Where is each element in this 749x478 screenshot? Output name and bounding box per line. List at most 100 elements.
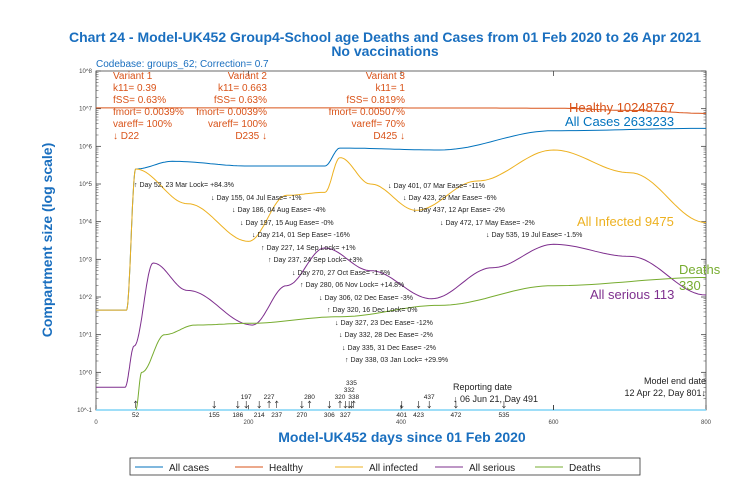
y-tick-label: 10^1 — [79, 333, 92, 339]
variant-3-line: D425 ↓ — [373, 131, 405, 142]
arrow-down-icon — [349, 405, 354, 409]
y-tick-label: 10^5 — [79, 182, 92, 188]
y-tick-label: 10^6 — [79, 144, 92, 150]
event-day-label: 214 — [254, 412, 265, 419]
event-day-label: 155 — [209, 412, 220, 419]
event-annotation: ↓ Day 186, 04 Aug Ease= -4% — [232, 207, 326, 214]
arrow-down-icon — [400, 405, 404, 409]
variant-1-line: k11= 0.39 — [113, 83, 157, 94]
variant-1-line: fSS= 0.63% — [113, 95, 166, 106]
x-tick-label: 0 — [94, 420, 98, 426]
reporting-date-value: ↓ 06 Jun 21, Day 491 — [453, 394, 538, 404]
y-tick-label: 10^8 — [79, 69, 92, 75]
event-day-label: 320 — [335, 394, 346, 401]
legend-label-all_serious: All serious — [469, 463, 515, 474]
event-annotation: ↓ Day 327, 23 Dec Ease= -12% — [335, 320, 433, 327]
legend: All cases Healthy All infected All serious D… — [129, 457, 641, 476]
event-day-label: 237 — [271, 412, 282, 419]
event-day-label: 327 — [340, 412, 351, 419]
arrow-down-icon — [236, 405, 240, 409]
event-annotation: ↑ Day 280, 06 Nov Lock= +14.8% — [300, 282, 404, 289]
series-line-deaths — [135, 277, 706, 411]
event-day-label: 472 — [450, 412, 461, 419]
event-annotation: ↑ Day 338, 03 Jan Lock= +29.9% — [345, 357, 448, 364]
end-label-healthy: Healthy 10248767 — [569, 100, 675, 115]
event-annotation: ↓ Day 306, 02 Dec Ease= -3% — [319, 295, 413, 302]
legend-label-all_cases: All cases — [169, 463, 209, 474]
variant-2-line: vareff= 100% — [208, 119, 267, 130]
arrow-up-icon — [267, 400, 271, 404]
event-annotation: ↓ Day 535, 19 Jul Ease= -1.5% — [486, 232, 582, 239]
x-tick-label: 400 — [396, 420, 407, 426]
arrow-up-icon — [274, 400, 279, 404]
arrow-down-icon — [300, 405, 304, 409]
arrow-up-icon — [307, 400, 312, 404]
event-day-label: 338 — [348, 394, 359, 401]
variant-2-line: k11= 0.663 — [218, 83, 267, 94]
arrow-down-icon — [416, 405, 421, 409]
event-annotation: ↓ Day 214, 01 Sep Ease= -16% — [252, 232, 350, 239]
series-line-all_serious — [96, 243, 707, 388]
arrow-down-icon — [212, 405, 216, 409]
end-label-all_infected: All Infected 9475 — [577, 214, 674, 229]
y-tick-label: 10^2 — [79, 295, 92, 301]
event-annotation: ↑ Day 237, 24 Sep Lock= +3% — [268, 257, 363, 264]
legend-label-deaths: Deaths — [569, 463, 601, 474]
y-tick-label: 10^7 — [79, 107, 92, 113]
arrow-up-icon — [133, 400, 138, 404]
arrow-down-icon — [502, 405, 506, 409]
y-tick-label: 10^4 — [79, 220, 92, 226]
y-axis-label: Compartment size (log scale) — [39, 143, 55, 338]
arrow-down-icon — [343, 405, 348, 409]
x-axis-label: Model-UK452 days since 01 Feb 2020 — [278, 429, 526, 445]
series-line-all_infected — [96, 149, 707, 311]
variant-1-line: ↓ D22 — [113, 131, 140, 142]
y-tick-label: 10^-1 — [77, 408, 92, 414]
event-annotation: ↓ Day 270, 27 Oct Ease= -1.5% — [292, 270, 390, 277]
variant-1-line: vareff= 100% — [113, 119, 172, 130]
event-day-label: 280 — [304, 394, 315, 401]
variant-2-line: D235 ↓ — [235, 131, 267, 142]
legend-box — [129, 457, 641, 476]
event-day-label: 197 — [241, 394, 252, 401]
model-end-date-label: Model end date — [644, 376, 706, 386]
variant-3-line: fmort= 0.00507% — [329, 107, 406, 118]
variant-3-line: fSS= 0.819% — [346, 95, 405, 106]
event-annotation: ↓ Day 472, 17 May Ease= -2% — [440, 220, 535, 227]
event-annotation: ↑ Day 227, 14 Sep Lock= +1% — [261, 245, 356, 252]
event-day-label: 332 — [344, 387, 355, 394]
variant-3-line: Variant 3 — [366, 71, 406, 82]
event-day-label: 270 — [296, 412, 307, 419]
y-tick-label: 10^3 — [79, 257, 92, 263]
event-annotation: ↓ Day 335, 31 Dec Ease= -2% — [342, 345, 436, 352]
variant-1-line: fmort= 0.0039% — [113, 107, 184, 118]
end-label-all_cases: All Cases 2633233 — [565, 114, 674, 129]
event-day-label: 423 — [413, 412, 424, 419]
variant-3-line: k11= 1 — [375, 83, 405, 94]
x-tick-label: 200 — [243, 420, 254, 426]
legend-label-all_infected: All infected — [369, 463, 418, 474]
chart-subtitle: No vaccinations — [331, 43, 439, 59]
arrow-down-icon — [244, 405, 248, 409]
arrow-down-icon — [427, 405, 431, 409]
variant-2-line: fmort= 0.0039% — [196, 107, 267, 118]
x-tick-label: 600 — [548, 420, 559, 426]
event-day-label: 437 — [424, 394, 435, 401]
event-day-label: 535 — [499, 412, 510, 419]
legend-label-healthy: Healthy — [269, 463, 303, 474]
variant-2-line: Variant 2 — [228, 71, 268, 82]
event-day-label: 401 — [396, 412, 407, 419]
event-annotation: ↑ Day 52, 23 Mar Lock= +84.3% — [134, 182, 234, 189]
arrow-up-icon — [338, 400, 342, 404]
variant-3-line: vareff= 70% — [352, 119, 406, 130]
model-end-date-value: 12 Apr 22, Day 801↓ — [624, 388, 706, 398]
event-annotation: ↓ Day 423, 29 Mar Ease= -6% — [403, 195, 497, 202]
event-day-label: 335 — [346, 380, 357, 387]
event-annotation: ↓ Day 155, 04 Jul Ease= -1% — [211, 195, 301, 202]
x-tick-label: 800 — [701, 420, 712, 426]
arrow-down-icon — [454, 405, 458, 409]
reporting-date-label: Reporting date — [453, 382, 512, 392]
series-line-healthy — [96, 107, 706, 114]
event-annotation: ↓ Day 197, 15 Aug Ease= -0% — [240, 220, 334, 227]
event-day-label: 186 — [232, 412, 243, 419]
